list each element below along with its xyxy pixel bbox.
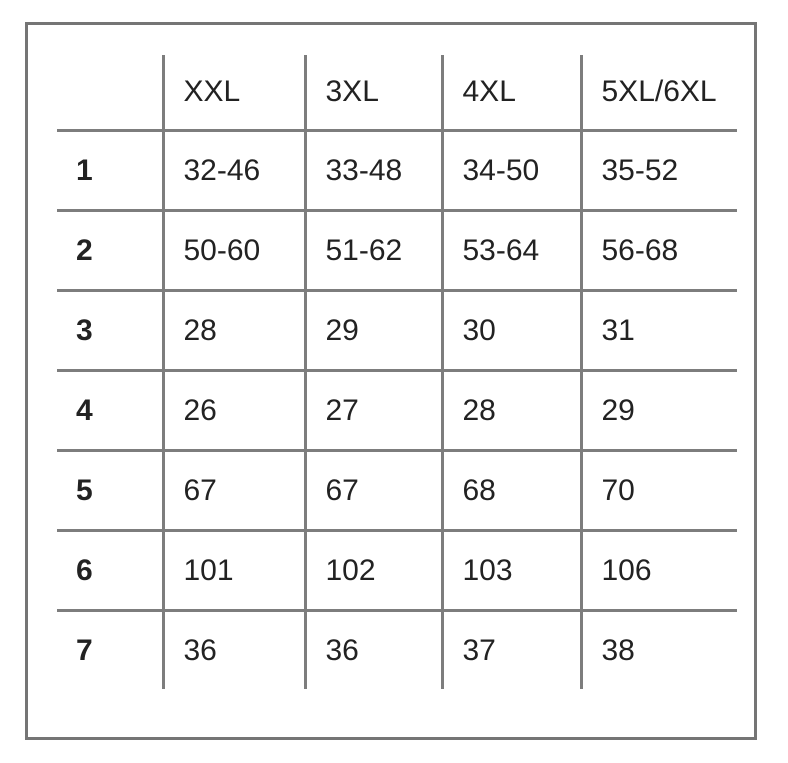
table-row: 3 28 29 30 31	[57, 290, 737, 372]
row-label: 6	[57, 530, 165, 612]
table-row: 4 26 27 28 29	[57, 370, 737, 452]
table-cell: 101	[163, 530, 307, 612]
table-cell: 36	[163, 610, 307, 689]
table-cell: 29	[305, 290, 444, 372]
row-label: 4	[57, 370, 165, 452]
table-row: 1 32-46 33-48 34-50 35-52	[57, 130, 737, 212]
table-cell: 37	[442, 610, 583, 689]
table-cell: 28	[163, 290, 307, 372]
table-row: 2 50-60 51-62 53-64 56-68	[57, 210, 737, 292]
table-row: 5 67 67 68 70	[57, 450, 737, 532]
header-row: XXL 3XL 4XL 5XL/6XL	[57, 55, 737, 132]
table-cell: 32-46	[163, 130, 307, 212]
table-cell: 68	[442, 450, 583, 532]
table-cell: 29	[581, 370, 737, 452]
table-cell: 106	[581, 530, 737, 612]
table-cell: 36	[305, 610, 444, 689]
header-corner-cell	[57, 55, 165, 132]
header-cell-4xl: 4XL	[442, 55, 583, 132]
table-cell: 51-62	[305, 210, 444, 292]
table-cell: 53-64	[442, 210, 583, 292]
table-cell: 28	[442, 370, 583, 452]
header-cell-3xl: 3XL	[305, 55, 444, 132]
table-cell: 56-68	[581, 210, 737, 292]
table-cell: 31	[581, 290, 737, 372]
header-cell-5xl-6xl: 5XL/6XL	[581, 55, 737, 132]
table-cell: 102	[305, 530, 444, 612]
table-cell: 103	[442, 530, 583, 612]
row-label: 5	[57, 450, 165, 532]
table-cell: 26	[163, 370, 307, 452]
table-row: 6 101 102 103 106	[57, 530, 737, 612]
row-label: 1	[57, 130, 165, 212]
table-cell: 67	[163, 450, 307, 532]
table-cell: 67	[305, 450, 444, 532]
table-cell: 50-60	[163, 210, 307, 292]
row-label: 7	[57, 610, 165, 689]
table-cell: 27	[305, 370, 444, 452]
size-chart-table: XXL 3XL 4XL 5XL/6XL 1 32-46 33-48 34-50 …	[57, 55, 737, 689]
table-cell: 33-48	[305, 130, 444, 212]
table-cell: 70	[581, 450, 737, 532]
table-row: 7 36 36 37 38	[57, 610, 737, 689]
table-cell: 34-50	[442, 130, 583, 212]
size-chart-frame: XXL 3XL 4XL 5XL/6XL 1 32-46 33-48 34-50 …	[25, 22, 757, 740]
row-label: 3	[57, 290, 165, 372]
table-cell: 30	[442, 290, 583, 372]
row-label: 2	[57, 210, 165, 292]
table-cell: 35-52	[581, 130, 737, 212]
table-cell: 38	[601, 633, 635, 667]
header-cell-xxl: XXL	[163, 55, 307, 132]
